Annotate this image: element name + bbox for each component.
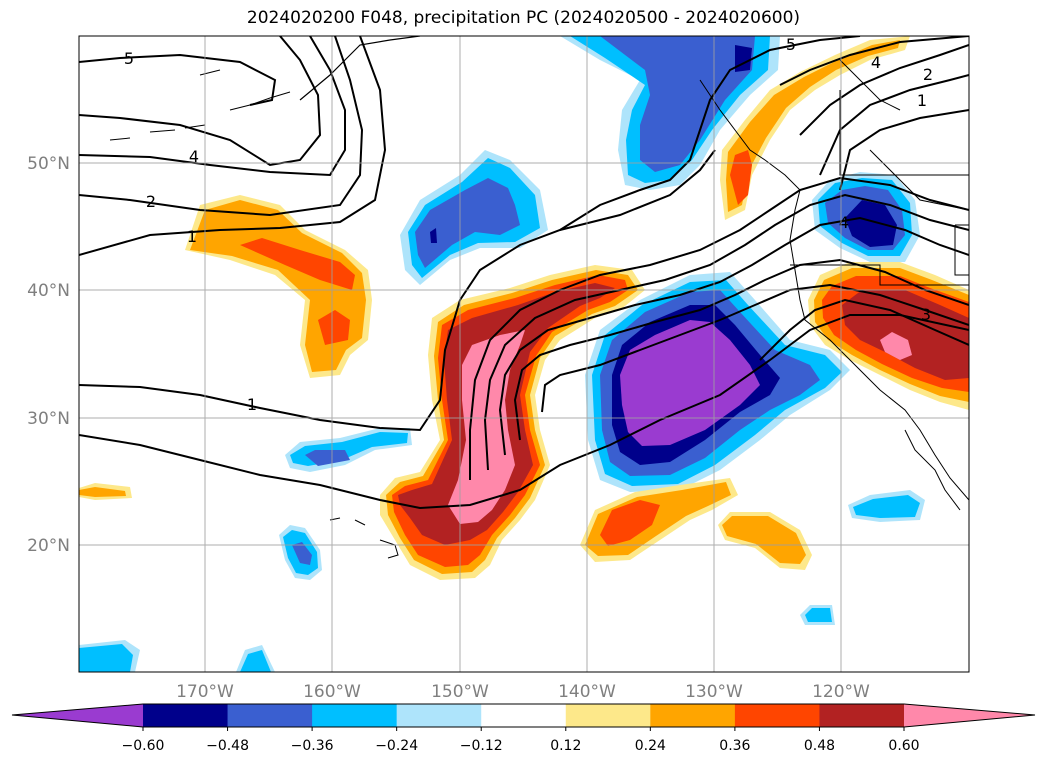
colorbar-segment — [734, 704, 820, 727]
contour-label: 2 — [923, 65, 933, 84]
positive-anomaly-northeast-coast — [720, 36, 910, 220]
lat-label: 50°N — [27, 154, 70, 174]
negative-anomaly-small-features — [79, 428, 925, 672]
colorbar-segment — [143, 704, 229, 727]
colorbar-segment — [312, 704, 398, 727]
map-title: 2024020200 F048, precipitation PC (20240… — [246, 8, 801, 28]
contour-label: 1 — [247, 395, 257, 414]
positive-anomaly-subtropical-east — [580, 478, 812, 570]
colorbar: −0.60 −0.48 −0.36 −0.24 −0.12 0.12 0.24 0.36 0.4… — [11, 703, 1036, 754]
positive-anomaly-atmospheric-river — [380, 265, 645, 580]
colorbar-extend-high — [904, 704, 1035, 727]
colorbar-tick-label: −0.36 — [291, 738, 334, 754]
lon-label: 150°W — [431, 682, 489, 702]
colorbar-segment — [565, 704, 651, 727]
colorbar-tick-label: −0.24 — [375, 738, 418, 754]
colorbar-tick-label: 0.48 — [804, 738, 835, 754]
colorbar-segment — [396, 704, 482, 727]
colorbar-tick-label: 0.24 — [635, 738, 666, 754]
colorbar-tick-label: −0.60 — [122, 738, 165, 754]
colorbar-segment — [481, 704, 567, 727]
colorbar-segment — [650, 704, 736, 727]
lon-label: 170°W — [176, 682, 234, 702]
lat-label: 40°N — [27, 281, 70, 301]
contour-label-group: 5 4 2 1 1 5 4 2 1 4 3 — [124, 35, 933, 414]
contour-label: 1 — [917, 91, 927, 110]
contour-label: 5 — [124, 49, 134, 68]
longitude-labels: 170°W 160°W 150°W 140°W 130°W 120°W — [176, 682, 870, 702]
colorbar-segment — [227, 704, 313, 727]
contour-label: 3 — [921, 305, 931, 324]
colorbar-tick-label: 0.60 — [888, 738, 919, 754]
coastlines — [109, 36, 969, 559]
lon-label: 160°W — [303, 682, 361, 702]
lon-label: 130°W — [685, 682, 743, 702]
contour-label: 4 — [871, 53, 881, 72]
contour-label: 4 — [839, 213, 849, 232]
colorbar-segments — [143, 704, 905, 727]
lat-label: 30°N — [27, 409, 70, 429]
colorbar-segment — [819, 704, 905, 727]
colorbar-tick-label: −0.48 — [206, 738, 249, 754]
positive-anomaly-west — [79, 195, 372, 500]
contour-label: 5 — [786, 35, 796, 54]
latitude-labels: 50°N 40°N 30°N 20°N — [27, 154, 70, 556]
contour-label: 1 — [187, 227, 197, 246]
colorbar-ticks: −0.60 −0.48 −0.36 −0.24 −0.12 0.12 0.24 0.36 0.4… — [122, 727, 920, 754]
colorbar-tick-label: 0.12 — [550, 738, 581, 754]
height-contours — [79, 36, 969, 510]
contour-label: 2 — [146, 192, 156, 211]
lon-label: 140°W — [558, 682, 616, 702]
contour-label: 4 — [189, 147, 199, 166]
colorbar-extend-low — [12, 704, 143, 727]
map-frame — [78, 35, 970, 673]
map-field: 5 4 2 1 1 5 4 2 1 4 3 — [79, 35, 969, 672]
colorbar-tick-label: 0.36 — [719, 738, 750, 754]
lon-label: 120°W — [812, 682, 870, 702]
colorbar-tick-label: −0.12 — [460, 738, 503, 754]
gridlines — [79, 36, 969, 672]
positive-anomaly-california — [808, 262, 969, 410]
negative-anomaly-central-pacific — [400, 150, 548, 285]
lat-label: 20°N — [27, 536, 70, 556]
